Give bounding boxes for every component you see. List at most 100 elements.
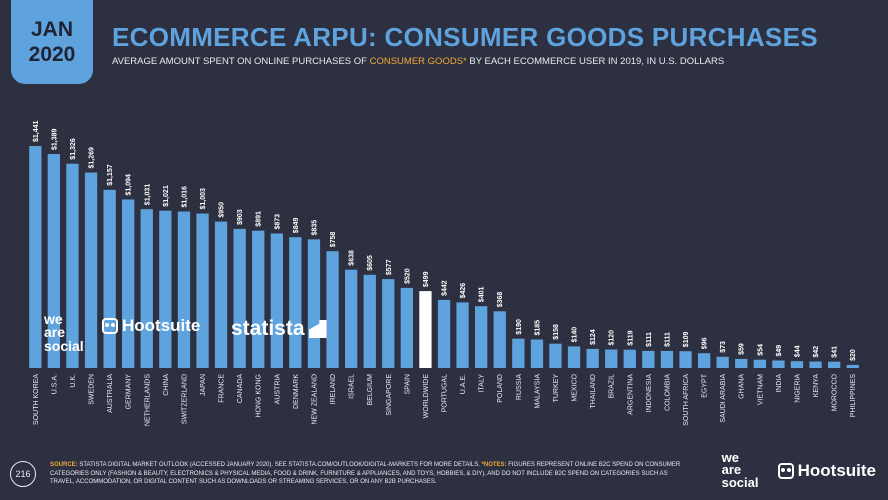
value-label: $49 bbox=[776, 345, 783, 357]
value-label: $835 bbox=[312, 220, 319, 236]
category-label: NETHERLANDS bbox=[144, 374, 151, 426]
bar-poland bbox=[493, 311, 506, 368]
category-label: GERMANY bbox=[126, 374, 133, 410]
wearesocial-watermark: we are social bbox=[44, 311, 94, 354]
bar-nigeria bbox=[790, 361, 804, 368]
bar-china bbox=[159, 210, 172, 368]
value-label: $158 bbox=[553, 324, 560, 340]
statista-icon bbox=[308, 320, 327, 338]
watermark-word: we bbox=[44, 311, 63, 327]
chart-subtitle: AVERAGE AMOUNT SPENT ON ONLINE PURCHASES… bbox=[112, 56, 724, 67]
category-label: CANADA bbox=[237, 374, 244, 404]
category-label: INDONESIA bbox=[646, 374, 653, 413]
bar-france bbox=[214, 221, 228, 368]
bar-indonesia bbox=[642, 350, 655, 368]
bar-sweden bbox=[84, 172, 98, 368]
date-badge: JAN 2020 bbox=[11, 0, 93, 84]
subtitle-suffix: BY EACH ECOMMERCE USER IN 2019, IN U.S. … bbox=[466, 56, 725, 67]
bar-saudi-arabia bbox=[716, 356, 729, 368]
bar-japan bbox=[196, 213, 209, 368]
value-label: $950 bbox=[219, 202, 226, 218]
source-text: STATISTA DIGITAL MARKET OUTLOOK (ACCESSE… bbox=[77, 462, 289, 468]
bar-denmark bbox=[289, 237, 302, 368]
category-label: VIETNAM bbox=[757, 374, 764, 405]
category-label: GHANA bbox=[739, 374, 746, 399]
subtitle-highlight: CONSUMER GOODS* bbox=[369, 56, 467, 67]
bar-new-zealand bbox=[307, 239, 321, 368]
category-label: PORTUGAL bbox=[442, 374, 449, 412]
category-label: AUSTRALIA bbox=[107, 374, 114, 413]
hootsuite-watermark: Hootsuite bbox=[102, 316, 200, 336]
value-label: $1,031 bbox=[144, 184, 151, 206]
value-label: $1,441 bbox=[33, 120, 40, 142]
owl-icon bbox=[102, 318, 118, 334]
bar-canada bbox=[233, 228, 246, 368]
category-label: NIGERIA bbox=[795, 374, 802, 403]
footer-logos: we are social Hootsuite bbox=[721, 450, 876, 489]
value-label: $1,269 bbox=[89, 147, 96, 169]
category-label: BELGIUM bbox=[367, 374, 374, 406]
owl-icon bbox=[777, 462, 794, 479]
category-label: BRAZIL bbox=[609, 374, 616, 399]
bar-russia bbox=[512, 338, 525, 368]
category-label: MOROCCO bbox=[832, 373, 839, 411]
value-label: $1,389 bbox=[51, 128, 58, 150]
bar-brazil bbox=[605, 349, 618, 368]
value-label: $185 bbox=[534, 320, 541, 336]
bar-worldwide bbox=[419, 291, 432, 368]
bar-vietnam bbox=[753, 359, 766, 368]
category-label: AUSTRIA bbox=[274, 374, 281, 405]
bar-thailand bbox=[586, 348, 599, 368]
bar-u-s-a- bbox=[47, 154, 60, 368]
category-label: RUSSIA bbox=[516, 374, 523, 400]
category-label: SAUDI ARABIA bbox=[720, 374, 727, 423]
bar-mexico bbox=[567, 346, 581, 368]
value-label: $1,003 bbox=[200, 188, 207, 210]
category-label: EGYPT bbox=[702, 373, 709, 397]
subtitle-prefix: AVERAGE AMOUNT SPENT ON ONLINE PURCHASES… bbox=[112, 56, 370, 67]
bar-malaysia bbox=[530, 339, 544, 368]
category-label: SWEDEN bbox=[89, 374, 96, 405]
bar-austria bbox=[270, 233, 283, 368]
bar-ireland bbox=[326, 251, 339, 368]
bar-south-africa bbox=[679, 351, 692, 368]
page-number: 216 bbox=[10, 461, 36, 487]
value-label: $1,094 bbox=[126, 174, 133, 196]
value-label: $368 bbox=[497, 292, 504, 308]
category-label: DENMARK bbox=[293, 374, 300, 409]
category-label: THAILAND bbox=[590, 374, 597, 409]
notes-text: FIGURES REPRESENT ONLINE B2C SPEND ON CO… bbox=[50, 462, 681, 486]
bar-hong-kong bbox=[252, 230, 265, 368]
badge-month: JAN bbox=[30, 17, 73, 41]
notes-label: *NOTES: bbox=[481, 462, 507, 468]
bar-south-korea bbox=[29, 146, 42, 368]
category-label: SPAIN bbox=[404, 374, 411, 395]
value-label: $111 bbox=[664, 332, 671, 347]
bar-egypt bbox=[698, 353, 711, 368]
value-label: $1,021 bbox=[163, 185, 170, 207]
category-label: MEXICO bbox=[572, 373, 579, 401]
hootsuite-watermark-text: Hootsuite bbox=[122, 316, 201, 335]
category-label: WORLDWIDE bbox=[423, 374, 430, 419]
value-label: $140 bbox=[572, 327, 579, 343]
value-label: $1,016 bbox=[181, 186, 188, 208]
bar-germany bbox=[122, 199, 135, 368]
category-label: INDIA bbox=[776, 374, 783, 393]
value-label: $42 bbox=[813, 346, 820, 358]
watermark-word: social bbox=[44, 337, 84, 354]
value-label: $54 bbox=[757, 344, 764, 356]
value-label: $520 bbox=[404, 268, 411, 284]
category-label: PHILIPPINES bbox=[850, 374, 857, 418]
logo-word: we bbox=[721, 450, 739, 465]
value-label: $44 bbox=[795, 345, 802, 357]
value-label: $120 bbox=[609, 330, 616, 346]
value-label: $1,326 bbox=[70, 138, 77, 160]
category-label: HONG KONG bbox=[256, 374, 263, 418]
value-label: $849 bbox=[293, 218, 300, 234]
source-link[interactable]: STATISTA.COM/OUTLOOK/DIGITAL-MARKETS bbox=[288, 462, 418, 468]
bar-switzerland bbox=[177, 211, 191, 368]
value-label: $119 bbox=[627, 330, 634, 345]
category-label: IRELAND bbox=[330, 374, 337, 404]
bar-portugal bbox=[437, 299, 451, 368]
value-label: $111 bbox=[646, 332, 653, 347]
